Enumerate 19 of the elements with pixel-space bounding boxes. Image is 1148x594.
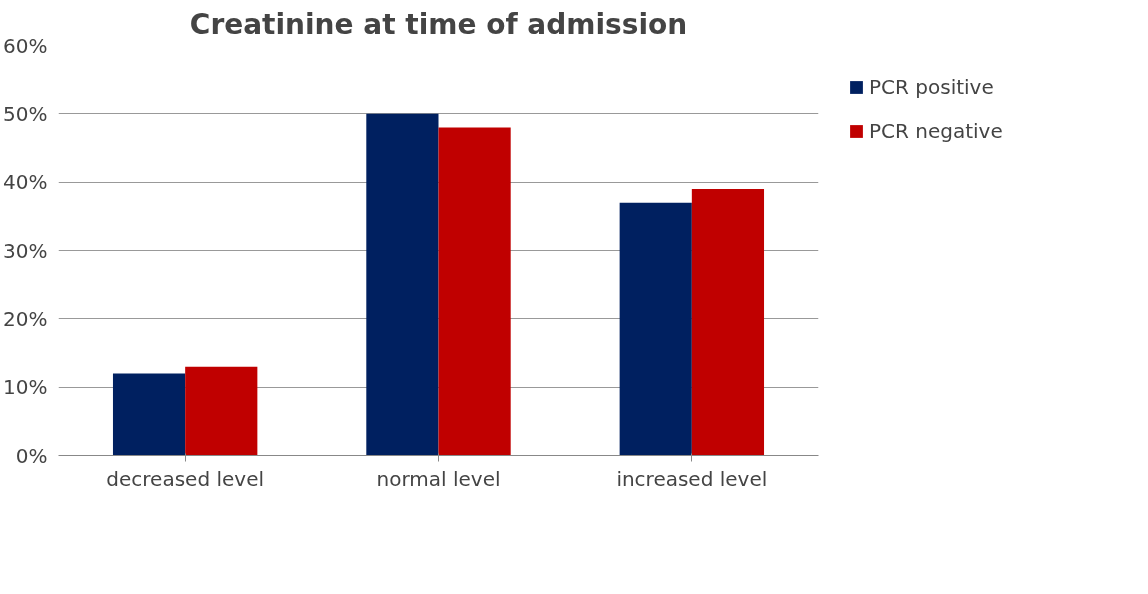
- y-tick-label: 60%: [3, 33, 48, 58]
- legend-label: PCR negative: [869, 119, 1003, 143]
- bar: [438, 127, 511, 456]
- bar: [691, 189, 765, 456]
- x-tick-label: decreased level: [106, 466, 265, 491]
- y-tick-label: 20%: [3, 306, 48, 331]
- y-tick-label: 40%: [3, 170, 48, 195]
- legend-label: PCR positive: [869, 75, 994, 99]
- y-tick-label: 0%: [15, 443, 48, 468]
- bar: [619, 202, 692, 456]
- bar: [112, 373, 186, 456]
- y-tick-label: 30%: [3, 238, 48, 263]
- x-tick-label: increased level: [616, 466, 768, 491]
- bar: [185, 366, 258, 456]
- chart-title: Creatinine at time of admission: [189, 7, 688, 41]
- y-tick-label: 50%: [3, 101, 48, 126]
- bar: [366, 113, 439, 456]
- x-tick-label: normal level: [376, 466, 501, 491]
- y-tick-label: 10%: [3, 375, 48, 400]
